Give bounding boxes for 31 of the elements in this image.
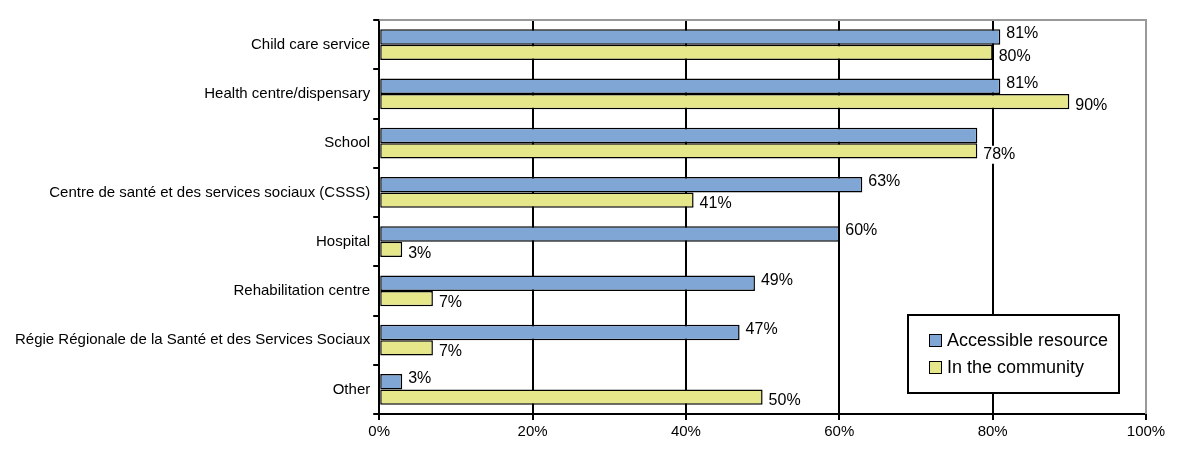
y-tick-label: School (324, 133, 371, 151)
data-label: 7% (438, 292, 463, 310)
data-label: 60% (845, 221, 878, 239)
data-label: 78% (983, 145, 1016, 163)
x-tick-label: 0% (368, 422, 391, 440)
y-tick-label: Régie Régionale de la Santé et des Services Sociaux (15, 330, 371, 348)
data-label: 7% (438, 342, 463, 360)
x-tick-label: 20% (517, 422, 548, 440)
y-tick-label: Rehabilitation centre (233, 281, 371, 299)
data-label: 81% (1006, 73, 1039, 91)
data-label: 63% (868, 172, 901, 190)
x-tick-label: 60% (824, 422, 855, 440)
data-label: 3% (408, 369, 432, 387)
data-label: 80% (998, 46, 1031, 64)
y-tick-label: Health centre/dispensary (204, 84, 371, 102)
data-label: 3% (408, 243, 432, 261)
data-label: 41% (699, 194, 732, 212)
data-label: 90% (1075, 95, 1108, 113)
data-label: 47% (745, 319, 778, 337)
y-tick-label: Child care service (251, 34, 371, 52)
x-tick-label: 40% (670, 422, 701, 440)
data-label: 49% (760, 270, 793, 288)
data-label: 50% (768, 391, 801, 409)
y-tick-label: Other (332, 379, 371, 397)
legend-label: Accessible resource (946, 330, 1108, 351)
y-tick-label: Centre de santé et des services sociaux (CSSS) (49, 182, 371, 200)
x-tick-label: 100% (1126, 422, 1166, 440)
legend-label: In the community (946, 357, 1084, 378)
data-label: 81% (1006, 24, 1039, 42)
y-tick-label: Hospital (316, 231, 371, 249)
x-tick-label: 80% (977, 422, 1008, 440)
